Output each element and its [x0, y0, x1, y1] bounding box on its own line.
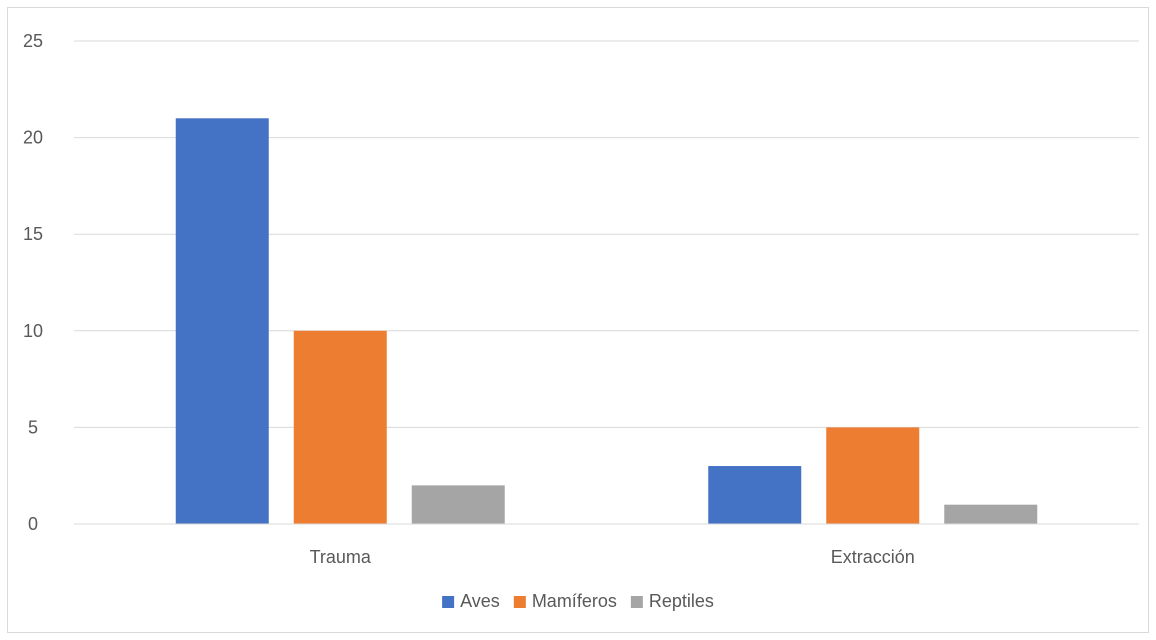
legend-item-aves: Aves [442, 591, 500, 611]
y-tick-label: 0 [28, 514, 38, 534]
legend-label: Mamíferos [532, 591, 617, 611]
legend-swatch [442, 596, 455, 608]
x-category-label: Extracción [831, 547, 915, 567]
legend: Aves Mamíferos Reptiles [442, 591, 714, 611]
legend-item-reptiles: Reptiles [630, 591, 714, 611]
y-tick-label: 25 [23, 31, 43, 51]
y-axis-ticks: 0 5 10 15 20 25 [23, 31, 43, 534]
x-axis-categories: Trauma Extracción [310, 547, 915, 567]
x-category-label: Trauma [310, 547, 372, 567]
legend-swatch [513, 596, 526, 608]
bar-reptiles-1 [944, 504, 1038, 524]
bars [74, 118, 1139, 525]
bar-mamíferos-1 [826, 427, 920, 524]
y-tick-label: 20 [23, 128, 43, 148]
legend-label: Aves [460, 591, 500, 611]
y-tick-label: 10 [23, 321, 43, 341]
bar-mamíferos-0 [293, 330, 387, 524]
legend-label: Reptiles [649, 591, 714, 611]
y-tick-label: 5 [28, 417, 38, 437]
y-tick-label: 15 [23, 224, 43, 244]
legend-swatch [630, 596, 643, 608]
bar-reptiles-0 [411, 485, 505, 524]
bar-aves-0 [175, 118, 269, 524]
legend-item-mamíferos: Mamíferos [513, 591, 617, 611]
bar-aves-1 [708, 466, 802, 524]
